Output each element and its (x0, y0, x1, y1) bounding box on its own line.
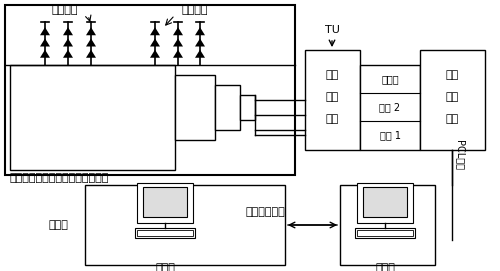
Polygon shape (86, 27, 96, 35)
Polygon shape (195, 27, 205, 35)
Bar (305, 50, 360, 150)
Polygon shape (63, 27, 73, 35)
Bar (85, 185, 285, 265)
Bar (175, 75, 215, 140)
Bar (357, 230, 413, 236)
Polygon shape (173, 50, 183, 58)
Text: 传感器及其在变压器的安装位置图: 传感器及其在变压器的安装位置图 (10, 173, 110, 183)
Bar (357, 183, 413, 223)
Polygon shape (150, 38, 160, 47)
Text: 套管末屏: 套管末屏 (182, 5, 208, 15)
Text: 数据: 数据 (446, 70, 458, 80)
Bar (215, 85, 240, 130)
Text: 通道 2: 通道 2 (380, 102, 400, 112)
Bar (240, 95, 255, 120)
Text: 采集: 采集 (446, 92, 458, 102)
Polygon shape (63, 50, 73, 58)
Bar (340, 185, 435, 265)
Polygon shape (150, 50, 160, 58)
Text: 下位机: 下位机 (375, 263, 395, 271)
Polygon shape (173, 27, 183, 35)
Polygon shape (40, 27, 50, 35)
Text: 信号: 信号 (326, 70, 338, 80)
Text: 单元: 单元 (446, 114, 458, 124)
Bar (135, 228, 195, 238)
Polygon shape (86, 50, 96, 58)
Text: 调理: 调理 (326, 92, 338, 102)
Text: 上位机: 上位机 (155, 263, 175, 271)
Bar (10, 65, 175, 170)
Polygon shape (40, 38, 50, 47)
Bar (137, 183, 193, 223)
Bar (355, 228, 415, 238)
Text: 网络数据传输: 网络数据传输 (245, 207, 285, 217)
Bar (143, 187, 187, 217)
Polygon shape (195, 50, 205, 58)
Bar (137, 230, 193, 236)
Polygon shape (63, 38, 73, 47)
Text: PCL总线: PCL总线 (455, 140, 465, 170)
Text: TU: TU (324, 25, 340, 35)
Polygon shape (86, 38, 96, 47)
Text: 高压套管: 高压套管 (52, 5, 78, 15)
Polygon shape (173, 38, 183, 47)
Bar (5, 5, 295, 175)
Text: 控制室: 控制室 (48, 220, 68, 230)
Bar (420, 50, 485, 150)
Polygon shape (195, 38, 205, 47)
Text: 外触发: 外触发 (381, 74, 399, 84)
Bar (363, 187, 407, 217)
Text: 单元: 单元 (326, 114, 338, 124)
Text: 通道 1: 通道 1 (380, 130, 400, 140)
Polygon shape (40, 50, 50, 58)
Polygon shape (150, 27, 160, 35)
Bar (360, 65, 420, 150)
